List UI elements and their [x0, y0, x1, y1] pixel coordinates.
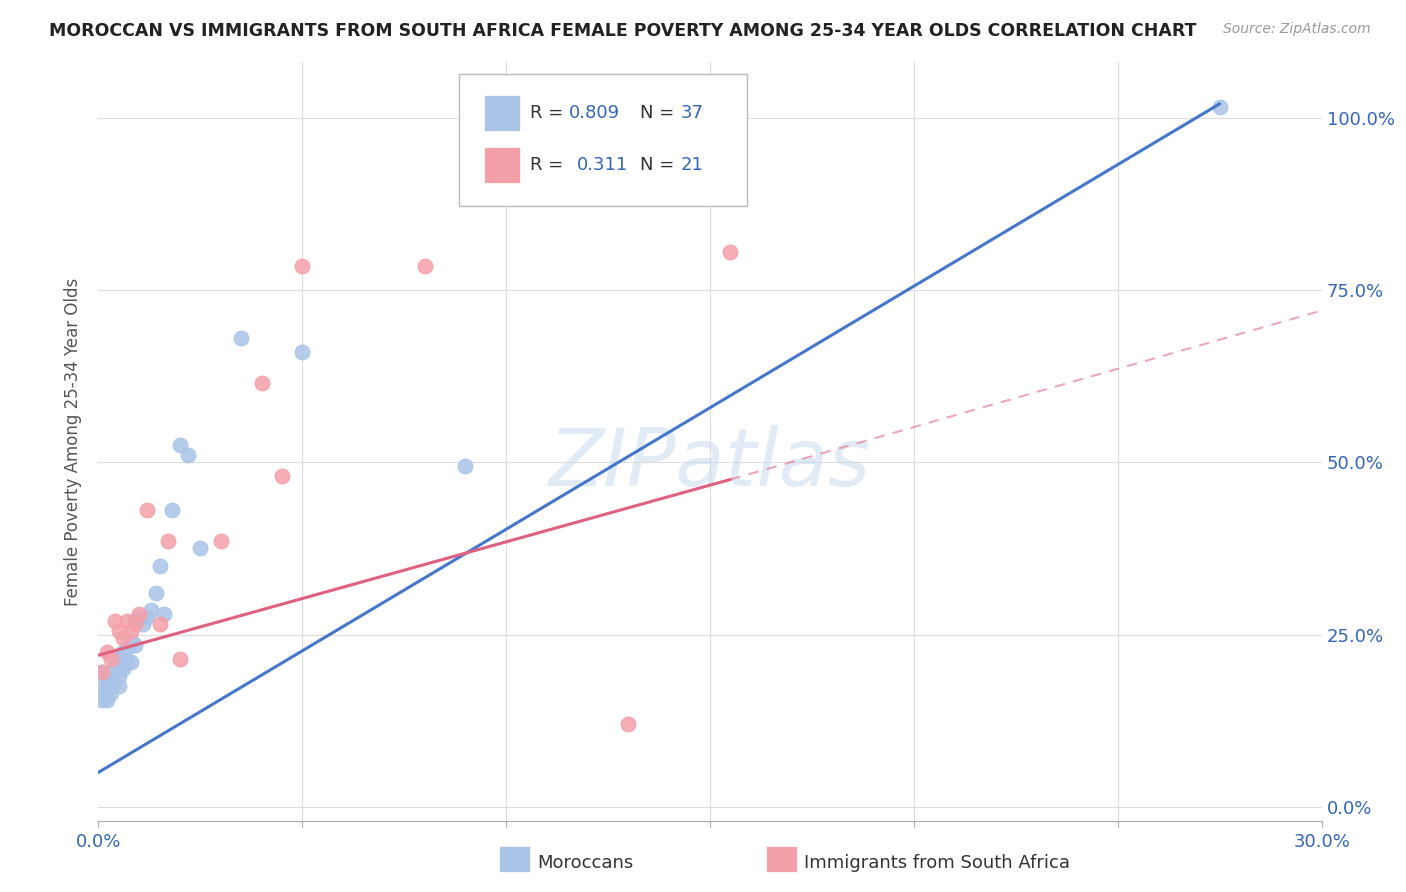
Text: R =: R =: [530, 156, 575, 174]
Point: [120, 634, 142, 648]
Point: [231, 331, 253, 345]
Point: [291, 259, 314, 273]
Point: [115, 614, 138, 628]
Point: [91, 693, 114, 707]
Point: [115, 655, 138, 669]
Point: [124, 617, 146, 632]
Point: [270, 469, 294, 483]
Point: [617, 717, 640, 731]
Point: [91, 665, 114, 680]
Point: [100, 686, 122, 700]
Point: [141, 603, 163, 617]
Point: [291, 345, 314, 359]
Point: [1209, 100, 1232, 114]
Bar: [484, 146, 520, 183]
Text: N =: N =: [640, 156, 681, 174]
Text: N =: N =: [640, 104, 681, 122]
Point: [108, 679, 131, 693]
Text: Moroccans: Moroccans: [537, 854, 633, 871]
Point: [100, 651, 122, 665]
Point: [96, 673, 118, 687]
Point: [169, 438, 191, 452]
Point: [111, 645, 134, 659]
Point: [104, 614, 127, 628]
Text: 0.809: 0.809: [569, 104, 620, 122]
Point: [149, 617, 172, 632]
Point: [96, 645, 118, 659]
Text: Immigrants from South Africa: Immigrants from South Africa: [804, 854, 1070, 871]
Point: [104, 675, 127, 690]
Point: [96, 682, 118, 697]
Point: [136, 610, 159, 624]
Text: 21: 21: [681, 156, 703, 174]
Text: ZIPatlas: ZIPatlas: [548, 425, 872, 503]
Point: [718, 244, 742, 259]
Point: [124, 638, 146, 652]
Point: [128, 607, 150, 621]
Point: [120, 624, 142, 639]
Point: [152, 607, 174, 621]
Point: [91, 679, 114, 693]
Point: [115, 641, 138, 656]
Point: [413, 259, 436, 273]
Point: [104, 658, 127, 673]
Point: [156, 534, 179, 549]
Point: [120, 655, 142, 669]
Point: [111, 631, 134, 645]
FancyBboxPatch shape: [460, 74, 747, 207]
Point: [111, 662, 134, 676]
Point: [145, 586, 167, 600]
Point: [149, 558, 172, 573]
Point: [100, 679, 122, 693]
Point: [108, 624, 131, 639]
Point: [169, 651, 191, 665]
Point: [96, 693, 118, 707]
Point: [250, 376, 273, 390]
Point: [160, 503, 183, 517]
Point: [136, 503, 159, 517]
Text: Source: ZipAtlas.com: Source: ZipAtlas.com: [1223, 22, 1371, 37]
Point: [124, 614, 146, 628]
Bar: [484, 95, 520, 131]
Point: [132, 617, 155, 632]
Point: [91, 665, 114, 680]
Text: MOROCCAN VS IMMIGRANTS FROM SOUTH AFRICA FEMALE POVERTY AMONG 25-34 YEAR OLDS CO: MOROCCAN VS IMMIGRANTS FROM SOUTH AFRICA…: [49, 22, 1197, 40]
Text: 0.311: 0.311: [576, 156, 628, 174]
Point: [209, 534, 232, 549]
Point: [108, 651, 131, 665]
Point: [188, 541, 212, 556]
Point: [108, 669, 131, 683]
Point: [128, 610, 150, 624]
Text: 37: 37: [681, 104, 703, 122]
Text: R =: R =: [530, 104, 569, 122]
Point: [454, 458, 477, 473]
Point: [100, 665, 122, 680]
Y-axis label: Female Poverty Among 25-34 Year Olds: Female Poverty Among 25-34 Year Olds: [65, 277, 83, 606]
Point: [177, 448, 200, 462]
